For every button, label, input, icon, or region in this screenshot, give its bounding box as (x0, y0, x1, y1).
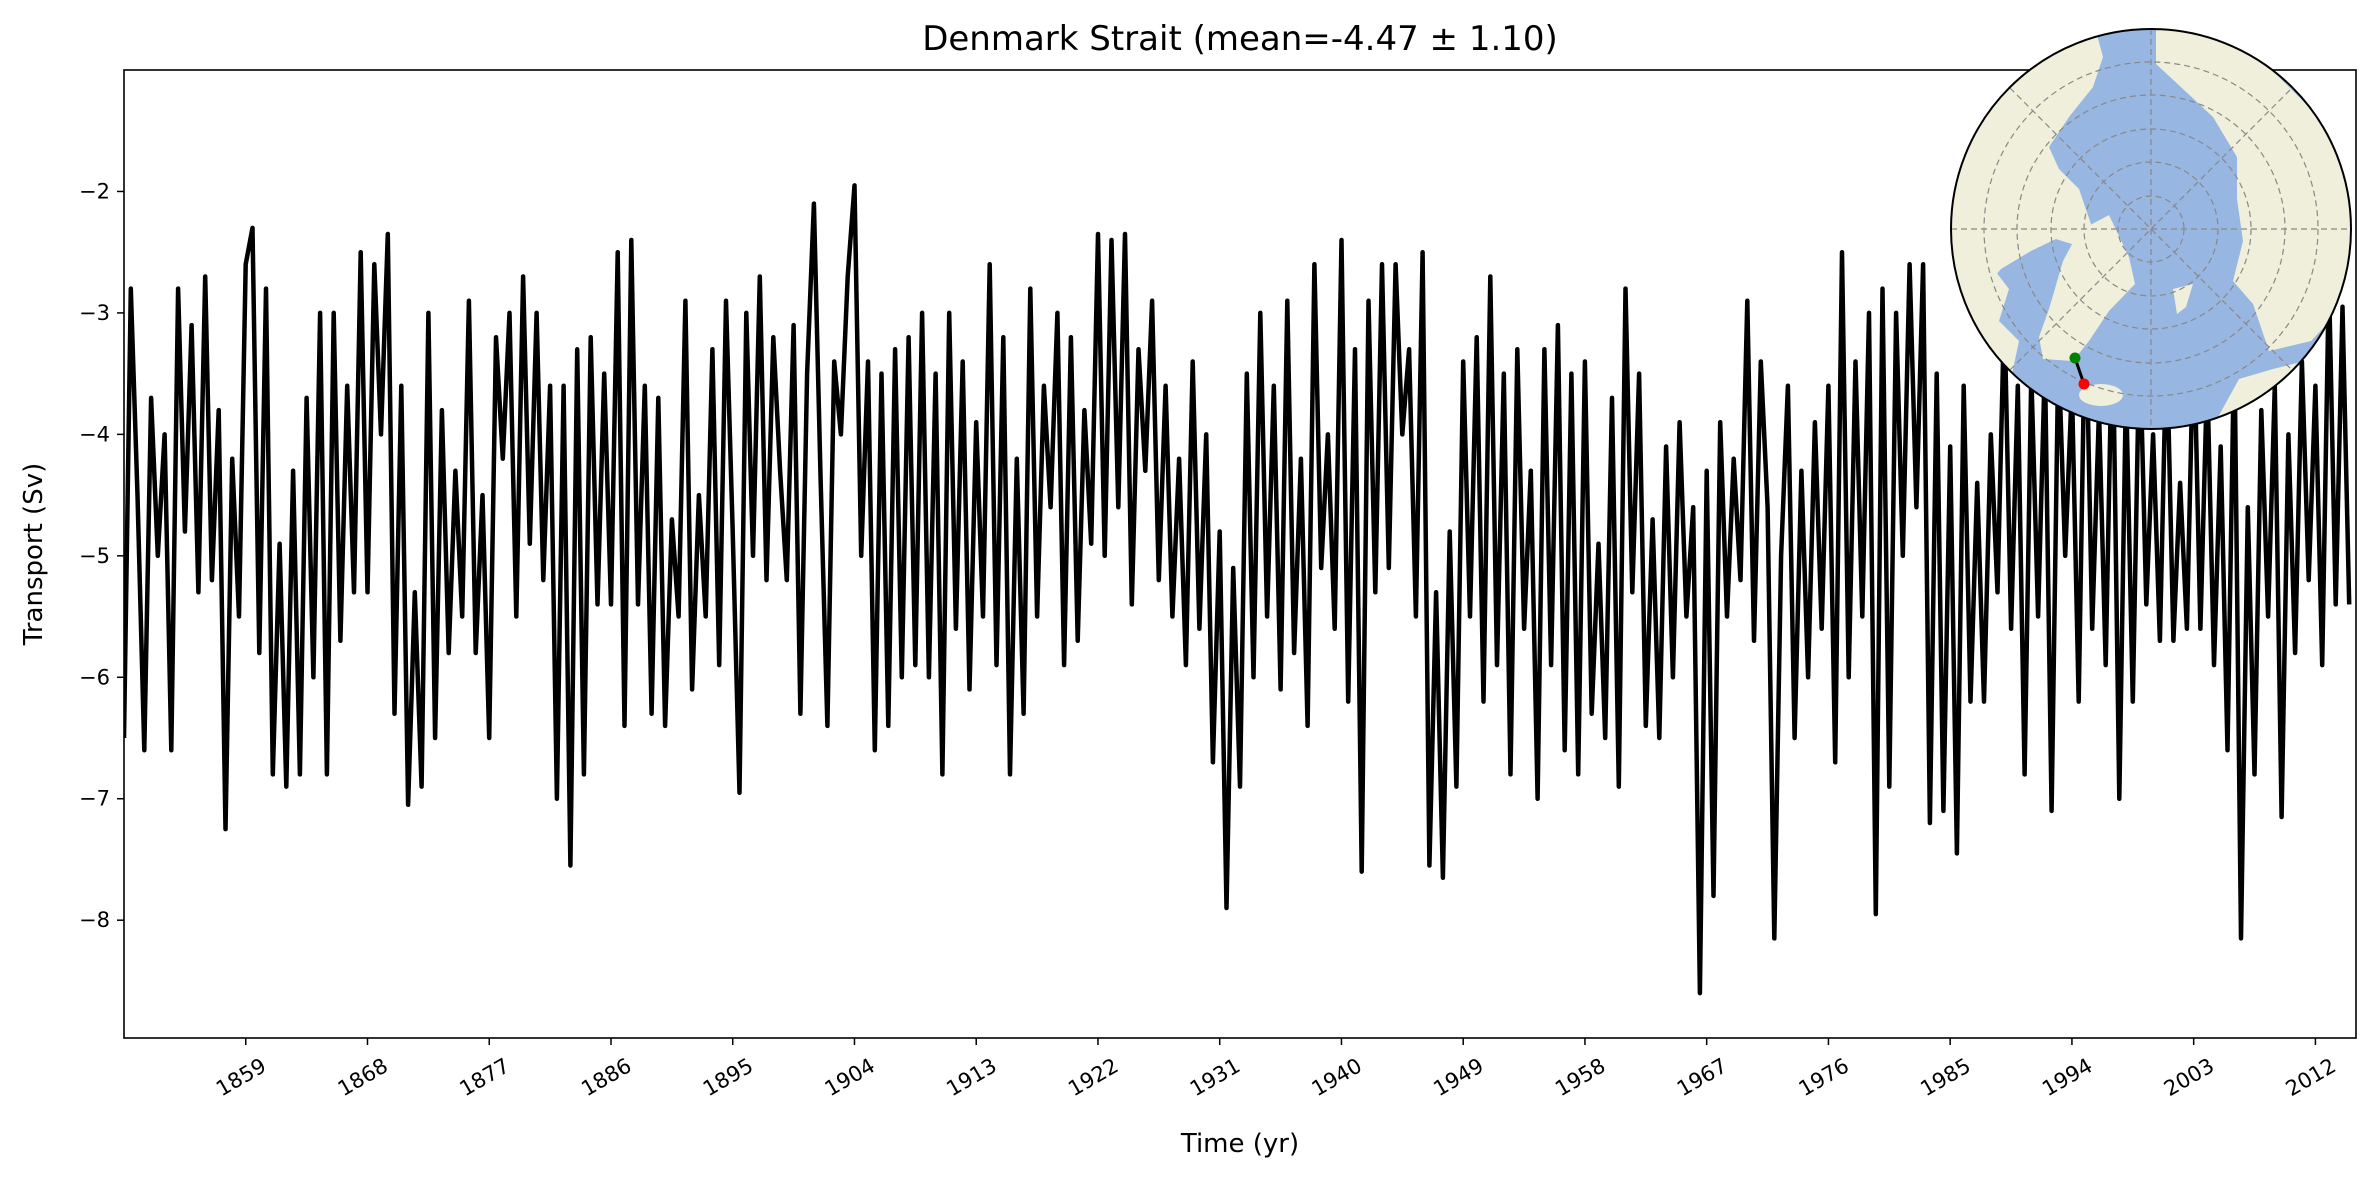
land-iceland (2079, 384, 2123, 406)
x-tick-label: 1886 (577, 1054, 635, 1102)
x-tick-label: 1931 (1186, 1054, 1244, 1102)
x-axis-label: Time (yr) (1180, 1129, 1299, 1159)
x-tick-label: 1859 (212, 1054, 270, 1102)
x-tick-label: 1985 (1916, 1054, 1974, 1102)
y-tick-label: −5 (79, 544, 110, 568)
x-tick-label: 1949 (1429, 1054, 1487, 1102)
x-tick-label: 2012 (2282, 1054, 2340, 1102)
x-tick-label: 2003 (2160, 1054, 2218, 1102)
x-tick-label: 1895 (699, 1054, 757, 1102)
chart-title: Denmark Strait (mean=-4.47 ± 1.10) (922, 19, 1558, 59)
y-axis-label: Transport (Sv) (19, 463, 49, 646)
x-tick-label: 1958 (1551, 1054, 1609, 1102)
map-land (1951, 29, 2351, 429)
y-tick-label: −8 (79, 908, 110, 932)
y-tick-label: −3 (79, 301, 110, 325)
y-tick-label: −2 (79, 179, 110, 203)
y-axis: −8 −7 −6 −5 −4 −3 −2 (79, 179, 124, 932)
x-tick-label: 1904 (821, 1054, 879, 1102)
x-tick-label: 1868 (334, 1054, 392, 1102)
x-tick-label: 1994 (2038, 1054, 2096, 1102)
map-border (1950, 28, 2352, 430)
x-tick-label: 1940 (1308, 1054, 1366, 1102)
section-end-marker (2078, 378, 2090, 390)
inset-map (1950, 28, 2352, 430)
land-canadian-islands (2001, 154, 2051, 209)
land-svalbard (2173, 284, 2193, 314)
map-graticule (1951, 29, 2351, 429)
plot-area (123, 69, 2357, 1039)
x-tick-label: 1922 (1064, 1054, 1122, 1102)
x-axis: 1859 1868 1877 1886 1895 1904 1913 1922 1931 1940… (212, 1038, 2340, 1101)
land-labrador (1951, 244, 2019, 379)
y-tick-label: −6 (79, 665, 110, 689)
x-tick-label: 1976 (1795, 1054, 1853, 1102)
section-start-marker (2069, 352, 2081, 364)
land-greenland (2039, 215, 2135, 361)
transport-series-line (124, 183, 2352, 996)
land-eurasia (2156, 29, 2351, 351)
x-tick-label: 1877 (455, 1054, 513, 1102)
y-tick-label: −4 (79, 422, 110, 446)
x-tick-label: 1967 (1673, 1054, 1731, 1102)
x-tick-label: 1913 (942, 1054, 1000, 1102)
y-tick-label: −7 (79, 787, 110, 811)
series-layer (124, 183, 2352, 996)
